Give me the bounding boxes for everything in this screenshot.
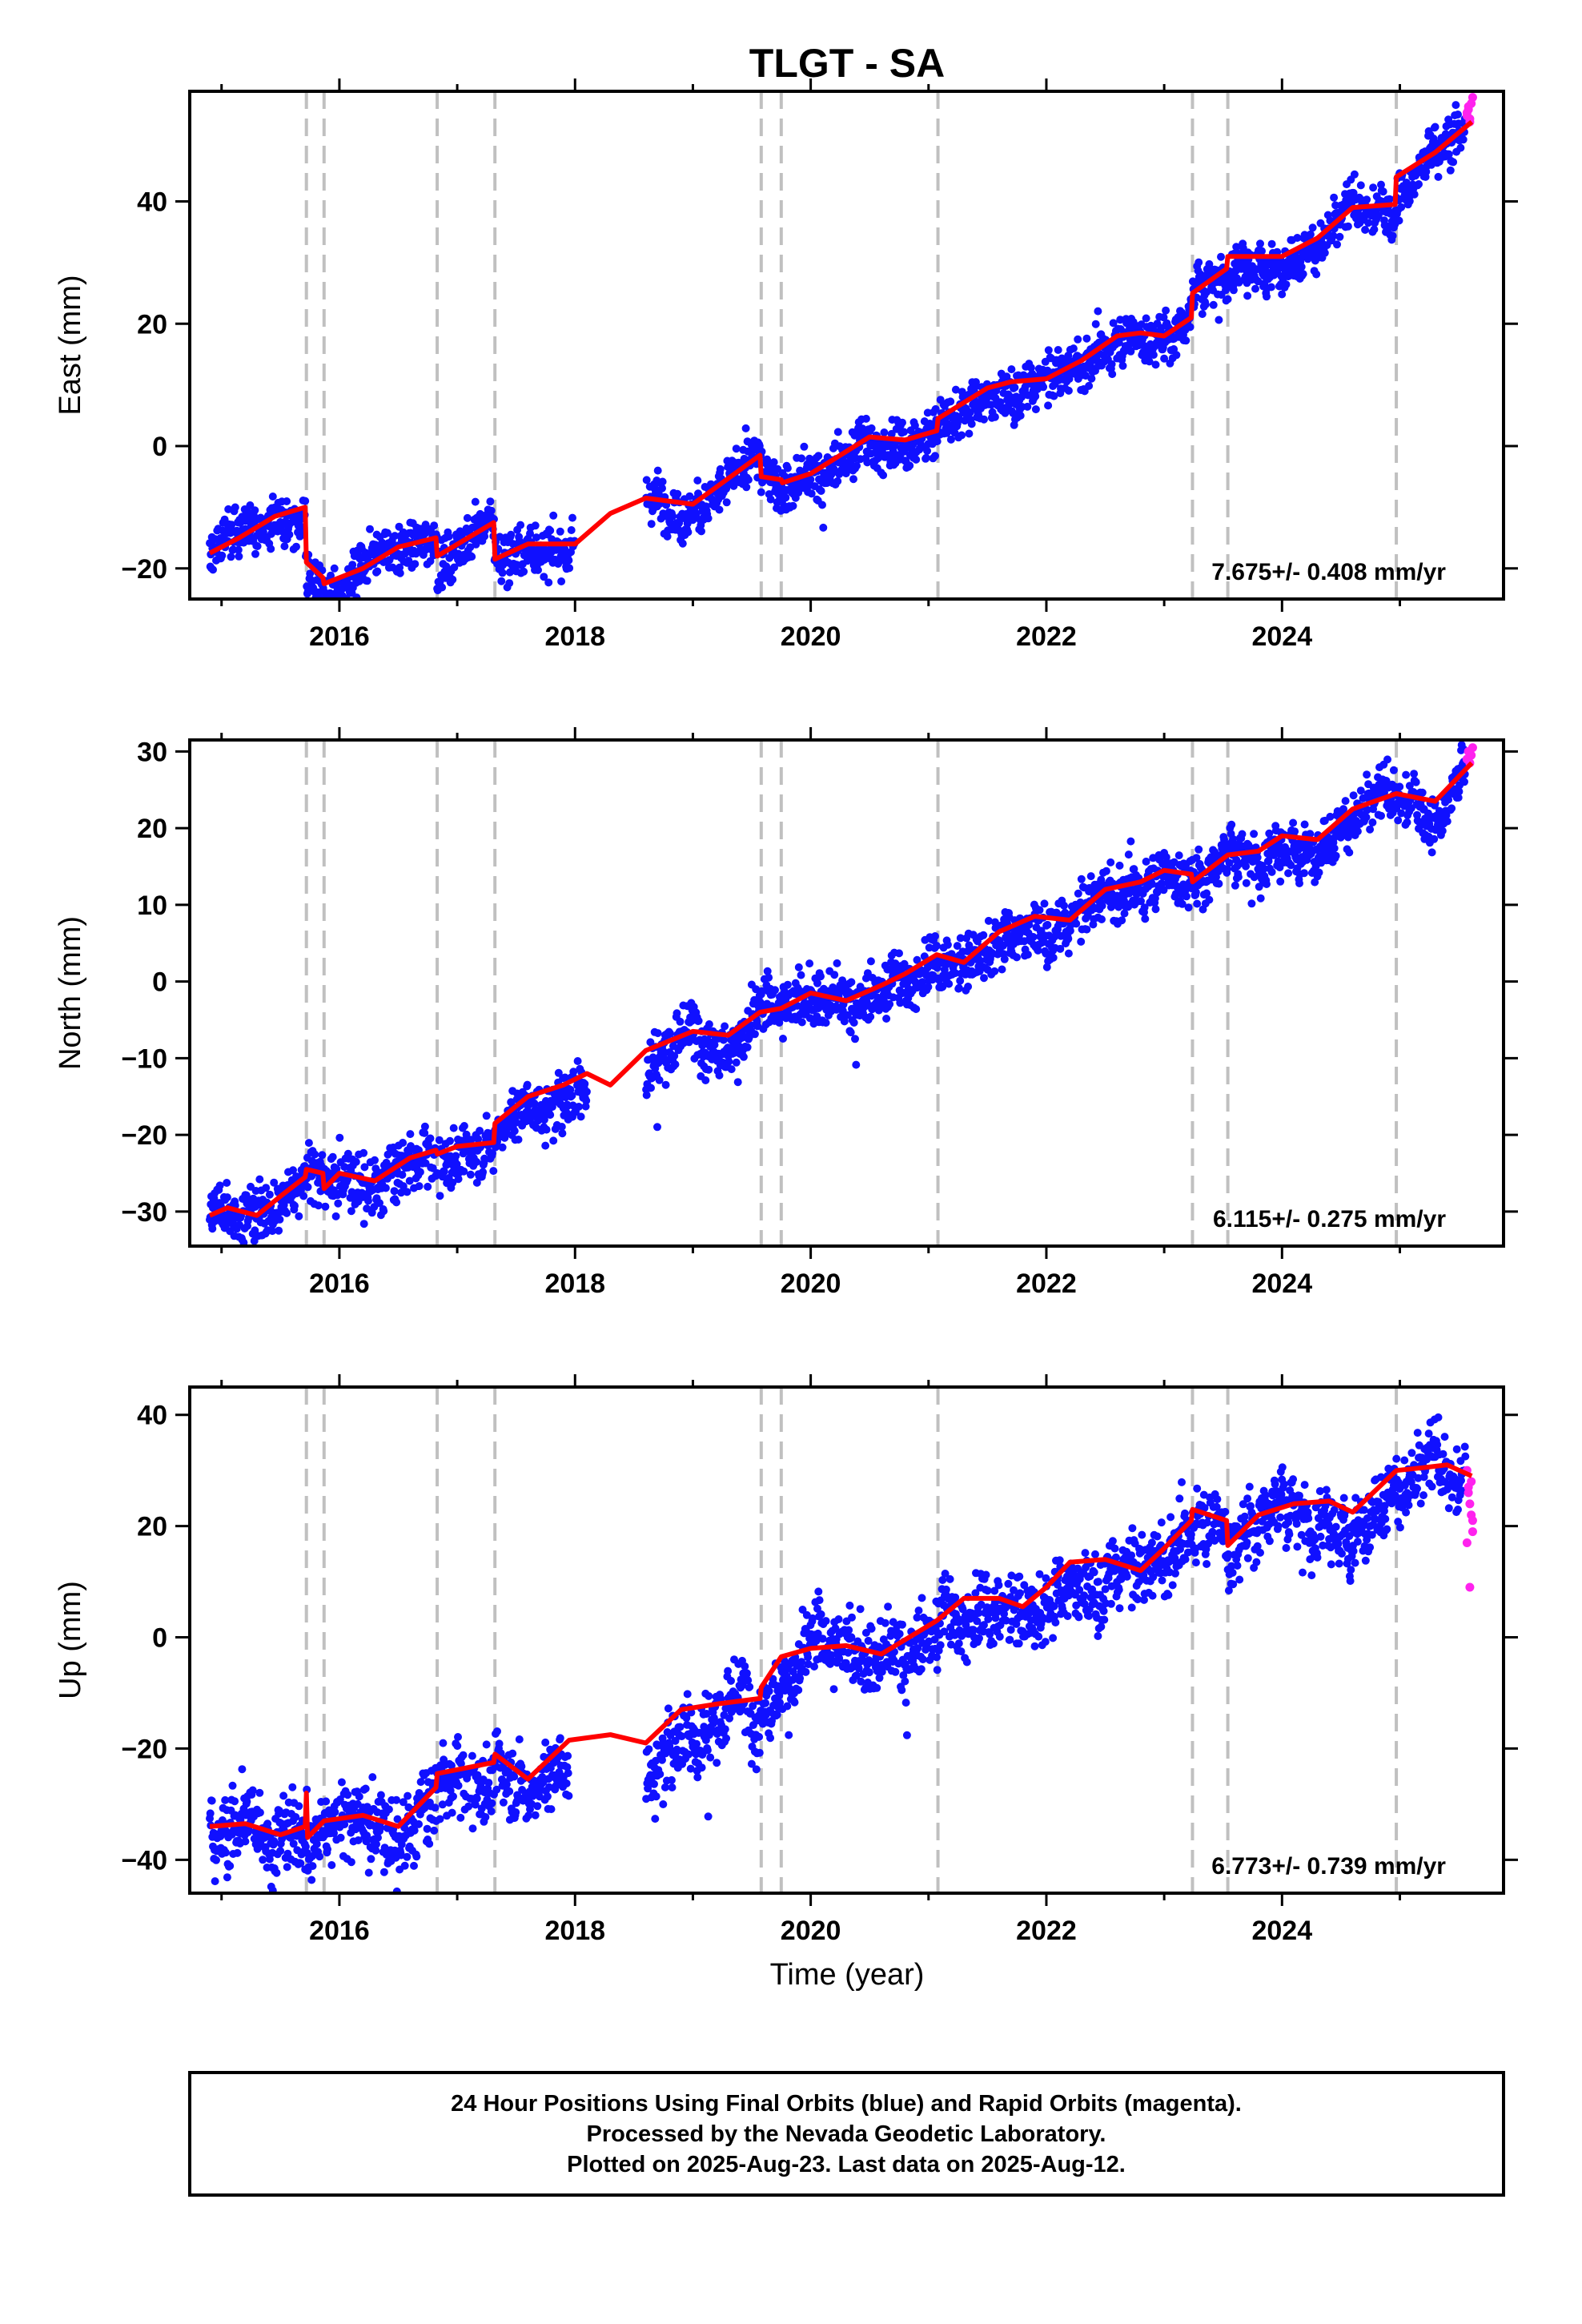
x-tick-label: 2020 bbox=[781, 1269, 841, 1299]
east-final-orbit-points bbox=[206, 91, 1469, 599]
up-model-line bbox=[209, 1462, 1473, 1840]
x-tick-label: 2016 bbox=[309, 1269, 370, 1299]
rapid-orbit-point bbox=[1464, 1488, 1473, 1498]
east-frame bbox=[188, 90, 1505, 601]
east-axis-label: East (mm) bbox=[54, 275, 87, 415]
rapid-orbit-point bbox=[1467, 1477, 1476, 1486]
y-tick-label: −20 bbox=[121, 1734, 167, 1764]
x-tick-label: 2018 bbox=[544, 1916, 605, 1946]
north-model-line bbox=[208, 761, 1474, 1218]
up-final-orbit-points bbox=[206, 1413, 1470, 1893]
rapid-orbit-point bbox=[1464, 102, 1473, 111]
up-panel: 2016 2018 2020 2022 2024 −40 −20 0 20 40 Up (mm) 6.… bbox=[54, 1374, 1518, 1946]
y-tick-label: 0 bbox=[152, 1623, 167, 1654]
rapid-orbit-point bbox=[1462, 1538, 1472, 1547]
x-tick-label: 2022 bbox=[1016, 1916, 1077, 1946]
footer-box: 24 Hour Positions Using Final Orbits (bl… bbox=[188, 2071, 1505, 2197]
y-tick-label: 40 bbox=[137, 187, 167, 217]
y-tick-label: 0 bbox=[152, 432, 167, 462]
y-tick-label: 40 bbox=[137, 1401, 167, 1431]
y-tick-label: −20 bbox=[121, 554, 167, 585]
up-plot-area bbox=[206, 1387, 1477, 1893]
footer-line-1: 24 Hour Positions Using Final Orbits (bl… bbox=[451, 2091, 1242, 2117]
east-model-line bbox=[208, 119, 1474, 586]
north-rate-label: 6.115+/- 0.275 mm/yr bbox=[1213, 1206, 1446, 1232]
x-tick-label: 2022 bbox=[1016, 1269, 1077, 1299]
rapid-orbit-point bbox=[1465, 1499, 1475, 1509]
x-tick-label: 2016 bbox=[309, 1916, 370, 1946]
east-plot-area bbox=[206, 91, 1477, 599]
up-rate-label: 6.773+/- 0.739 mm/yr bbox=[1211, 1853, 1446, 1880]
x-tick-label: 2018 bbox=[544, 621, 605, 652]
x-tick-label: 2020 bbox=[781, 621, 841, 652]
north-frame bbox=[188, 738, 1505, 1248]
x-tick-label: 2018 bbox=[544, 1269, 605, 1299]
x-tick-label: 2016 bbox=[309, 621, 370, 652]
x-tick-label: 2024 bbox=[1251, 1916, 1312, 1946]
y-tick-label: −40 bbox=[121, 1845, 167, 1876]
north-panel: 2016 2018 2020 2022 2024 −30 −20 −10 0 10 20 30 Nort… bbox=[54, 727, 1518, 1299]
y-tick-label: 30 bbox=[137, 737, 167, 767]
up-frame bbox=[188, 1385, 1505, 1895]
x-tick-label: 2024 bbox=[1251, 621, 1312, 652]
x-tick-label: 2020 bbox=[781, 1916, 841, 1946]
rapid-orbit-point bbox=[1468, 1527, 1477, 1537]
rapid-orbit-point bbox=[1468, 93, 1477, 103]
east-rate-label: 7.675+/- 0.408 mm/yr bbox=[1211, 559, 1446, 585]
footer-line-2: Processed by the Nevada Geodetic Laborat… bbox=[587, 2121, 1106, 2147]
y-tick-label: 20 bbox=[137, 814, 167, 844]
north-plot-area bbox=[206, 740, 1477, 1246]
y-tick-label: −10 bbox=[121, 1043, 167, 1074]
east-panel: 2016 2018 2020 2022 2024 −20 0 20 40 East (mm) 7.6… bbox=[54, 78, 1518, 652]
x-axis-label: Time (year) bbox=[770, 1958, 925, 1992]
footer-line-3: Plotted on 2025-Aug-23. Last data on 202… bbox=[567, 2152, 1126, 2177]
y-tick-label: 10 bbox=[137, 891, 167, 921]
north-axis-label: North (mm) bbox=[54, 916, 87, 1070]
x-tick-label: 2022 bbox=[1016, 621, 1077, 652]
rapid-orbit-point bbox=[1465, 1582, 1475, 1592]
x-tick-label: 2024 bbox=[1251, 1269, 1312, 1299]
y-tick-label: 20 bbox=[137, 1512, 167, 1542]
y-tick-label: 20 bbox=[137, 309, 167, 340]
rapid-orbit-point bbox=[1468, 743, 1477, 753]
rapid-orbit-point bbox=[1462, 754, 1472, 764]
y-tick-label: −20 bbox=[121, 1120, 167, 1151]
y-tick-label: −30 bbox=[121, 1197, 167, 1228]
up-axis-label: Up (mm) bbox=[54, 1581, 87, 1699]
rapid-orbit-point bbox=[1468, 1516, 1477, 1526]
chart-title: TLGT - SA bbox=[749, 41, 945, 86]
y-tick-label: 0 bbox=[152, 967, 167, 998]
